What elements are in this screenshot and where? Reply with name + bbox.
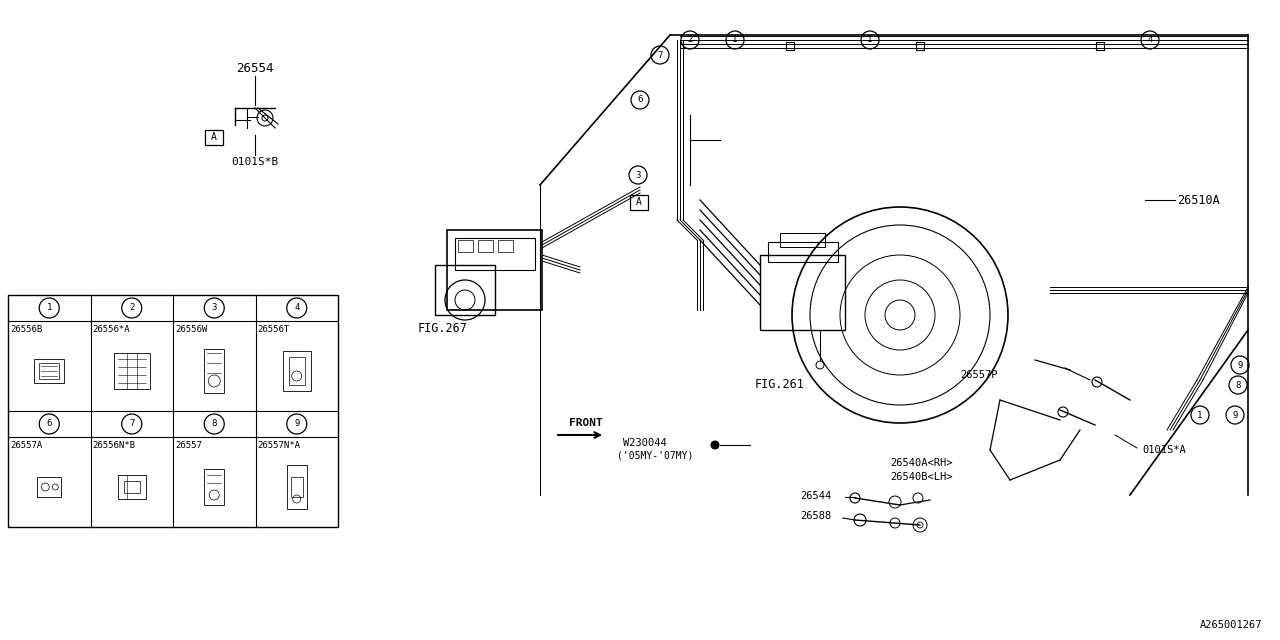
Text: 26556T: 26556T [257,324,289,333]
Text: 8: 8 [1235,381,1240,390]
Bar [114,353,150,389]
Bar [289,357,305,385]
Text: 4: 4 [1147,35,1153,45]
Text: 1: 1 [732,35,737,45]
Text: 9: 9 [1233,410,1238,419]
Text: 26557: 26557 [175,440,202,449]
Bar [768,242,838,262]
Text: FIG.267: FIG.267 [419,321,468,335]
Text: W230044: W230044 [623,438,667,448]
Bar [447,230,541,310]
Bar [205,349,224,393]
Text: 0101S*B: 0101S*B [232,157,279,167]
Bar [37,477,61,497]
Text: 26556N*B: 26556N*B [92,440,136,449]
Text: ('05MY-'07MY): ('05MY-'07MY) [617,451,694,461]
Bar [435,265,495,315]
Text: 7: 7 [658,51,663,60]
Bar [760,255,845,330]
Text: 1: 1 [868,35,873,45]
Text: 26510A: 26510A [1178,193,1220,207]
Text: 3: 3 [635,170,641,179]
Text: 1: 1 [46,303,52,312]
Bar [287,465,307,509]
Text: 26556*A: 26556*A [92,324,131,333]
Bar [8,295,338,527]
Text: 4: 4 [294,303,300,312]
Text: 9: 9 [1238,360,1243,369]
Bar [205,469,224,505]
Text: 6: 6 [46,419,52,429]
Text: 6: 6 [637,95,643,104]
Circle shape [710,441,719,449]
Text: 2: 2 [687,35,692,45]
Text: 26557P: 26557P [960,370,997,380]
Bar [458,240,474,252]
Bar [498,240,513,252]
Bar [124,481,140,493]
Text: 26554: 26554 [237,61,274,74]
Text: 26588: 26588 [800,511,831,521]
Text: A: A [211,132,216,142]
Text: 3: 3 [211,303,216,312]
Text: 26556B: 26556B [10,324,42,333]
Text: 26557N*A: 26557N*A [257,440,301,449]
Text: A: A [636,197,643,207]
Text: 9: 9 [294,419,300,429]
Bar [630,195,648,210]
Text: FRONT: FRONT [570,418,603,428]
Text: 26556W: 26556W [175,324,207,333]
Text: FIG.261: FIG.261 [755,378,805,392]
Text: 0101S*A: 0101S*A [1142,445,1185,455]
Bar [780,233,826,247]
Text: A265001267: A265001267 [1199,620,1262,630]
Text: 1: 1 [1197,410,1203,419]
Text: 26540B<LH>: 26540B<LH> [890,472,952,482]
Bar [205,130,223,145]
Text: 26540A<RH>: 26540A<RH> [890,458,952,468]
Bar [35,359,64,383]
Bar [291,477,303,497]
Bar [40,363,59,379]
Bar [477,240,493,252]
Bar [283,351,311,391]
Text: 26557A: 26557A [10,440,42,449]
Text: 7: 7 [129,419,134,429]
Text: 2: 2 [129,303,134,312]
Text: 8: 8 [211,419,216,429]
Bar [454,238,535,270]
Text: 26544: 26544 [800,491,831,501]
Bar [118,475,146,499]
